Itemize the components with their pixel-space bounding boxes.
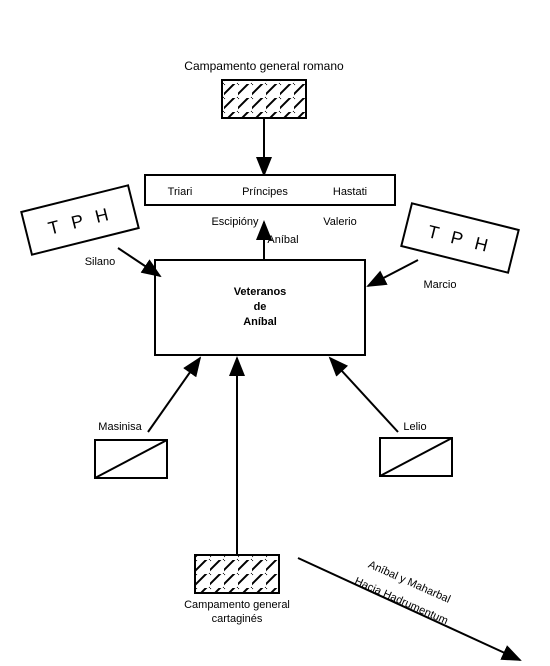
- marcio-label: Marcio: [423, 279, 456, 291]
- principes-label: Príncipes: [242, 186, 288, 198]
- tph-right-group: T P H: [401, 203, 518, 272]
- arrow-marcio: [368, 260, 418, 286]
- masinisa-label: Masinisa: [98, 421, 142, 433]
- roman-camp-box: [222, 80, 306, 118]
- hastati-label: Hastati: [333, 186, 367, 198]
- carth-camp-l2: cartaginés: [212, 613, 263, 625]
- roman-camp-label: Campamento general romano: [184, 59, 344, 73]
- escipion-label: Escipióny: [211, 216, 259, 228]
- veteranos-l3: Aníbal: [243, 316, 277, 328]
- arrow-silano: [118, 248, 160, 276]
- valerio-label: Valerio: [323, 216, 356, 228]
- arrow-lelio: [330, 358, 398, 432]
- lelio-label: Lelio: [403, 421, 426, 433]
- veteranos-l2: de: [254, 301, 267, 313]
- tph-left-group: T P H: [21, 185, 138, 254]
- silano-label: Silano: [85, 256, 116, 268]
- anibal-label: Aníbal: [267, 234, 298, 246]
- carth-camp-l1: Campamento general: [184, 599, 290, 611]
- veteranos-l1: Veteranos: [234, 286, 287, 298]
- arrow-masinisa: [148, 358, 200, 432]
- battle-diagram: Campamento general romano Triari Príncip…: [0, 0, 550, 666]
- carth-camp-box: [195, 555, 279, 593]
- triari-label: Triari: [168, 186, 193, 198]
